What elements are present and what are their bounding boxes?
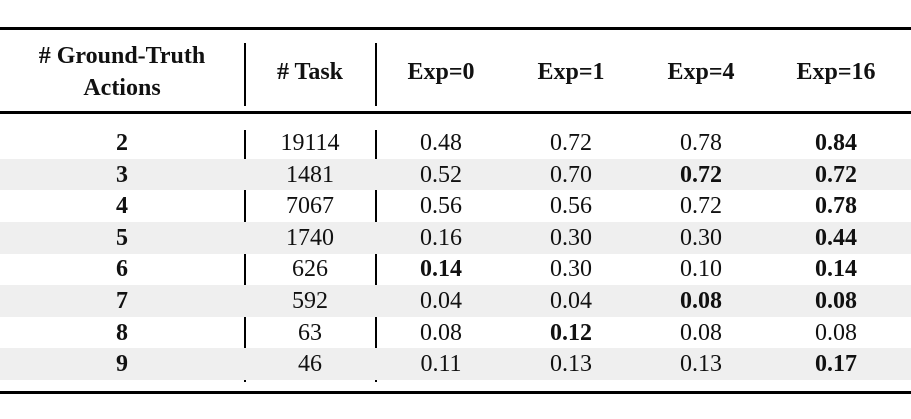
table-cell: 3 (116, 161, 128, 188)
header-cell: Exp=4 (667, 59, 735, 85)
table-cell: 6 (116, 256, 128, 283)
top-rule (0, 27, 911, 30)
table-cell: 2 (116, 130, 128, 156)
table-cell: 7 (116, 288, 128, 314)
row-stripe (0, 222, 911, 254)
header-cell: # Task (276, 59, 344, 85)
divider (375, 130, 377, 382)
table-cell: 626 (292, 256, 328, 283)
table-cell: 4 (116, 193, 128, 220)
table-cell: 0.72 (550, 130, 592, 156)
table-cell: 0.04 (420, 288, 462, 314)
table-cell: 592 (292, 288, 328, 314)
table-cell: 0.10 (680, 256, 722, 283)
table-cell: 0.30 (550, 224, 592, 251)
table-cell: 19114 (280, 130, 340, 156)
table-cell: 0.72 (815, 161, 857, 188)
table-cell: 5 (116, 224, 128, 251)
bottom-rule (0, 391, 911, 394)
table-cell: 0.08 (815, 288, 857, 314)
table-cell: 0.44 (815, 224, 857, 251)
table-cell: 0.08 (815, 319, 857, 346)
table-cell: 0.17 (815, 351, 857, 378)
table-cell: 0.72 (680, 161, 722, 188)
table-cell: 0.11 (420, 351, 462, 378)
divider (244, 130, 246, 382)
table-cell: 9 (116, 351, 128, 378)
table-cell: 0.30 (680, 224, 722, 251)
header-cell: Exp=0 (407, 59, 475, 85)
table-cell: 0.12 (550, 319, 592, 346)
header-cell: # Ground-Truth Actions (38, 43, 206, 101)
table-cell: 0.13 (680, 351, 722, 378)
table-cell: 0.56 (550, 193, 592, 220)
table-cell: 0.48 (420, 130, 462, 156)
row-stripe (0, 285, 911, 317)
row-stripe (0, 158, 911, 191)
divider (244, 43, 246, 106)
mid-rule (0, 111, 911, 114)
table-cell: 0.16 (420, 224, 462, 251)
table-cell: 0.04 (550, 288, 592, 314)
table-cell: 0.70 (550, 161, 592, 188)
table-cell: 63 (298, 319, 322, 346)
table-cell: 0.14 (815, 256, 857, 283)
table-cell: 0.08 (680, 288, 722, 314)
table-cell: 0.08 (680, 319, 722, 346)
table-cell: 0.52 (420, 161, 462, 188)
table-cell: 1740 (286, 224, 334, 251)
table-cell: 0.56 (420, 193, 462, 220)
table-cell: 0.30 (550, 256, 592, 283)
table-cell: 0.14 (420, 256, 462, 283)
table-cell: 1481 (286, 161, 334, 188)
table-cell: 0.08 (420, 319, 462, 346)
table-cell: 0.72 (680, 193, 722, 220)
table-cell: 0.78 (680, 130, 722, 156)
divider (375, 43, 377, 106)
table-cell: 0.84 (815, 130, 857, 156)
table-cell: 8 (116, 319, 128, 346)
table-cell: 46 (298, 351, 322, 378)
table-cell: 0.78 (815, 193, 857, 220)
header-cell: Exp=1 (537, 59, 605, 85)
table-cell: 0.13 (550, 351, 592, 378)
header-cell: Exp=16 (796, 59, 876, 85)
row-stripe (0, 348, 911, 380)
table-cell: 7067 (286, 193, 334, 220)
